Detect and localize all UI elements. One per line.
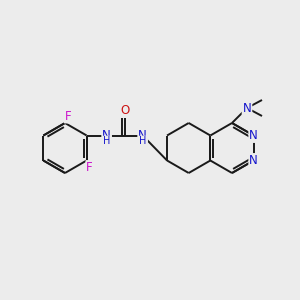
Text: N: N <box>249 129 258 142</box>
Text: N: N <box>249 154 258 167</box>
Text: F: F <box>65 110 71 122</box>
Text: N: N <box>102 129 111 142</box>
Text: O: O <box>120 104 129 117</box>
Text: N: N <box>243 101 251 115</box>
Text: H: H <box>139 136 146 146</box>
Text: N: N <box>138 129 147 142</box>
Text: F: F <box>86 161 93 174</box>
Text: H: H <box>103 136 110 146</box>
